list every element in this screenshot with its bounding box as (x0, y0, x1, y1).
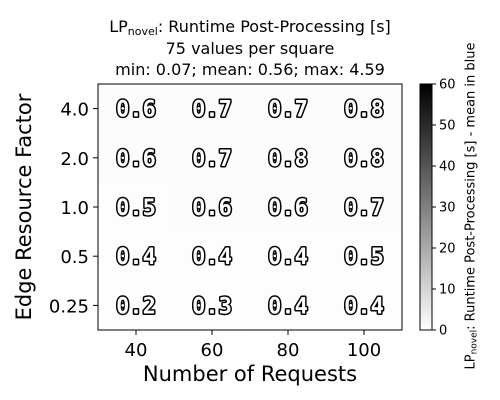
chart-stats: min: 0.07; mean: 0.56; max: 4.59 (115, 60, 385, 79)
colorbar-label-subscript: novel (469, 329, 480, 355)
title-subscript: novel (127, 25, 158, 38)
heatmap-cell (174, 84, 250, 134)
y-tick-label: 4.0 (60, 100, 89, 121)
cell-value-label: 0.7 (192, 147, 232, 172)
cell-value-label: 0.7 (192, 98, 232, 123)
heatmap-cell (326, 280, 402, 330)
y-axis-label: Edge Resource Factor (12, 93, 36, 321)
heatmap-cell (250, 231, 326, 281)
colorbar-tick-label: 30 (439, 201, 456, 216)
heatmap-cell (98, 231, 174, 281)
heatmap-cell (98, 182, 174, 232)
heatmap-cell (326, 84, 402, 134)
colorbar-tick-label: 50 (439, 119, 456, 134)
cell-value-label: 0.2 (116, 294, 156, 319)
cell-value-label: 0.5 (344, 245, 384, 270)
y-tick-label: 0.5 (60, 247, 89, 268)
heatmap-cell (250, 84, 326, 134)
cell-value-label: 0.6 (116, 147, 156, 172)
x-tick-label: 40 (125, 340, 148, 361)
cell-value-label: 0.8 (344, 98, 384, 123)
colorbar-tick-label: 40 (439, 160, 456, 175)
cell-value-label: 0.5 (116, 196, 156, 221)
x-tick-label: 100 (347, 340, 381, 361)
cell-value-label: 0.4 (192, 245, 232, 270)
colorbar-label-prefix: LP (463, 354, 479, 370)
x-tick-label: 60 (201, 340, 224, 361)
title-prefix: LP (109, 17, 128, 36)
cell-value-label: 0.4 (268, 245, 308, 270)
cell-value-label: 0.7 (268, 98, 308, 123)
title-suffix: : Runtime Post-Processing [s] (157, 17, 391, 36)
heatmap-cell (174, 280, 250, 330)
heatmap-cell (98, 84, 174, 134)
colorbar-tick-label: 60 (439, 78, 456, 93)
colorbar (419, 83, 433, 331)
heatmap-cell (174, 182, 250, 232)
cell-value-label: 0.6 (268, 196, 308, 221)
heatmap-cell (250, 182, 326, 232)
cell-value-label: 0.4 (268, 294, 308, 319)
y-tick-label: 0.25 (49, 296, 89, 317)
heatmap-cell (98, 133, 174, 183)
heatmap-cell (174, 133, 250, 183)
y-tick-label: 2.0 (60, 149, 89, 170)
colorbar-tick-label: 0 (439, 324, 447, 339)
chart-title: LPnovel: Runtime Post-Processing [s] (100, 17, 400, 42)
heatmap-cell (326, 231, 402, 281)
cell-value-label: 0.3 (192, 294, 232, 319)
heatmap-cell (98, 280, 174, 330)
colorbar-tick-label: 10 (439, 283, 456, 298)
x-axis-label: Number of Requests (142, 362, 358, 386)
cell-value-label: 0.4 (116, 245, 156, 270)
chart-subtitle: 75 values per square (165, 39, 335, 58)
cell-value-label: 0.6 (116, 98, 156, 123)
cell-value-label: 0.8 (344, 147, 384, 172)
y-tick-label: 1.0 (60, 198, 89, 219)
x-tick-label: 80 (277, 340, 300, 361)
heatmap-cell (326, 182, 402, 232)
colorbar-label: LPnovel: Runtime Post-Processing [s] - m… (464, 26, 483, 386)
colorbar-tick-label: 20 (439, 242, 456, 257)
heatmap-cell (250, 133, 326, 183)
colorbar-label-suffix: : Runtime Post-Processing [s] - mean in … (463, 42, 479, 330)
heatmap-cell (250, 280, 326, 330)
heatmap-cell (174, 231, 250, 281)
heatmap-cell (326, 133, 402, 183)
cell-value-label: 0.7 (344, 196, 384, 221)
cell-value-label: 0.8 (268, 147, 308, 172)
cell-value-label: 0.6 (192, 196, 232, 221)
cell-value-label: 0.4 (344, 294, 384, 319)
